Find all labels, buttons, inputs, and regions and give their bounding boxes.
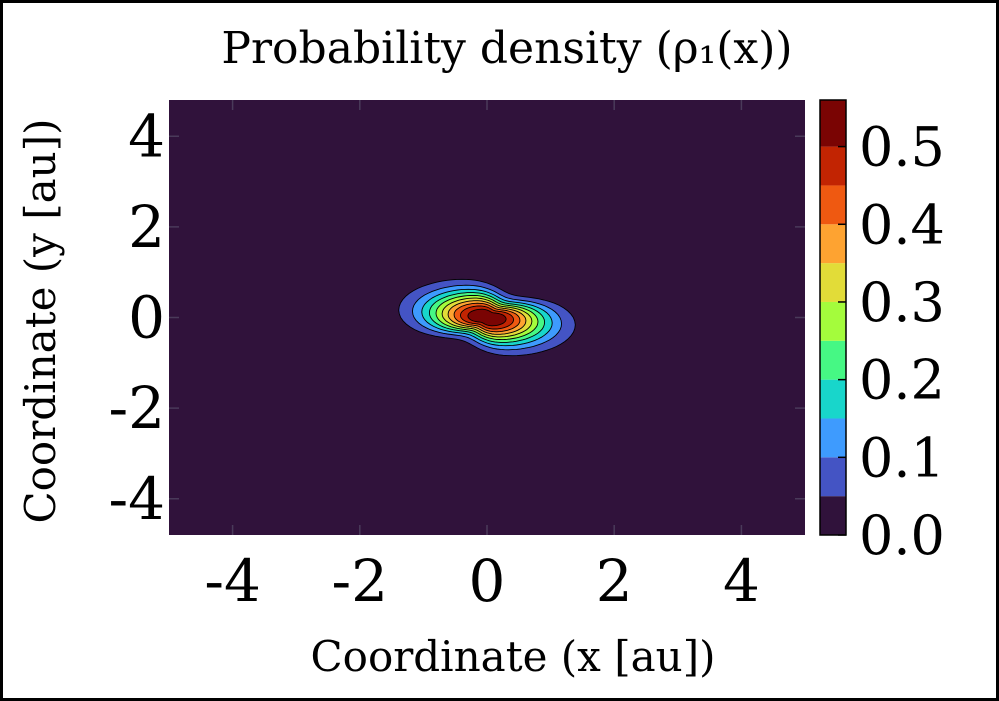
colorbar-band-3 [820,379,846,419]
x-axis-label: Coordinate (x [au]) [311,632,716,681]
plot-area [169,100,805,535]
colorbar-band-10 [820,100,846,147]
colorbar: 0.0 0.1 0.2 0.3 0.4 0.5 [819,99,945,567]
colorbar-tick-label-0: 0.0 [859,504,945,567]
contour-line-10 [467,308,507,327]
y-axis-label: Coordinate (y [au]) [16,119,65,524]
contour-line-8 [453,302,521,333]
colorbar-band-0 [820,496,846,535]
colorbar-band-2 [820,418,846,458]
colorbar-band-8 [820,185,846,225]
contour-line-5 [435,294,539,341]
x-ticks [231,100,743,535]
contour-line-1 [398,278,576,357]
y-tick-label-0: -4 [109,465,166,533]
contour-line-7 [447,300,527,335]
colorbar-tick-label-2: 0.2 [859,349,945,412]
colorbar-ticks: 0.0 0.1 0.2 0.3 0.4 0.5 [838,116,945,567]
contour-line-6 [441,297,533,338]
y-tick-labels: -4 -2 0 2 4 [109,102,166,533]
contour-line-4 [428,292,546,343]
colorbar-band-9 [820,146,846,186]
colorbar-tick-label-3: 0.3 [859,271,945,334]
colorbar-band-7 [820,224,846,264]
contour-line-2 [412,284,562,351]
colorbar-tick-label-4: 0.4 [859,193,945,256]
x-tick-label-1: -2 [332,547,389,615]
colorbar-band-6 [820,263,846,302]
y-tick-label-1: -2 [109,374,166,442]
colorbar-tick-label-5: 0.5 [859,116,945,179]
chart-title: Probability density (ρ₁(x)) [221,23,792,74]
contour-lines [398,278,576,357]
x-tick-label-0: -4 [204,547,261,615]
x-tick-label-3: 2 [596,547,633,615]
colorbar-bands [820,100,846,535]
y-tick-label-3: 2 [128,193,165,261]
colorbar-frame [819,99,847,536]
y-tick-label-2: 0 [128,284,165,352]
x-tick-label-2: 0 [469,547,506,615]
x-tick-labels: -4 -2 0 2 4 [204,547,760,615]
colorbar-tick-label-1: 0.1 [859,426,945,489]
contour-line-9 [459,305,515,330]
x-tick-label-4: 4 [723,547,760,615]
y-ticks [169,135,805,500]
density-chart: Probability density (ρ₁(x)) -4 -2 0 2 4 -4 -2… [16,23,945,681]
colorbar-band-5 [820,301,846,341]
colorbar-band-4 [820,340,846,380]
contour-line-3 [421,288,553,347]
colorbar-band-1 [820,457,846,497]
y-tick-label-4: 4 [128,102,165,170]
